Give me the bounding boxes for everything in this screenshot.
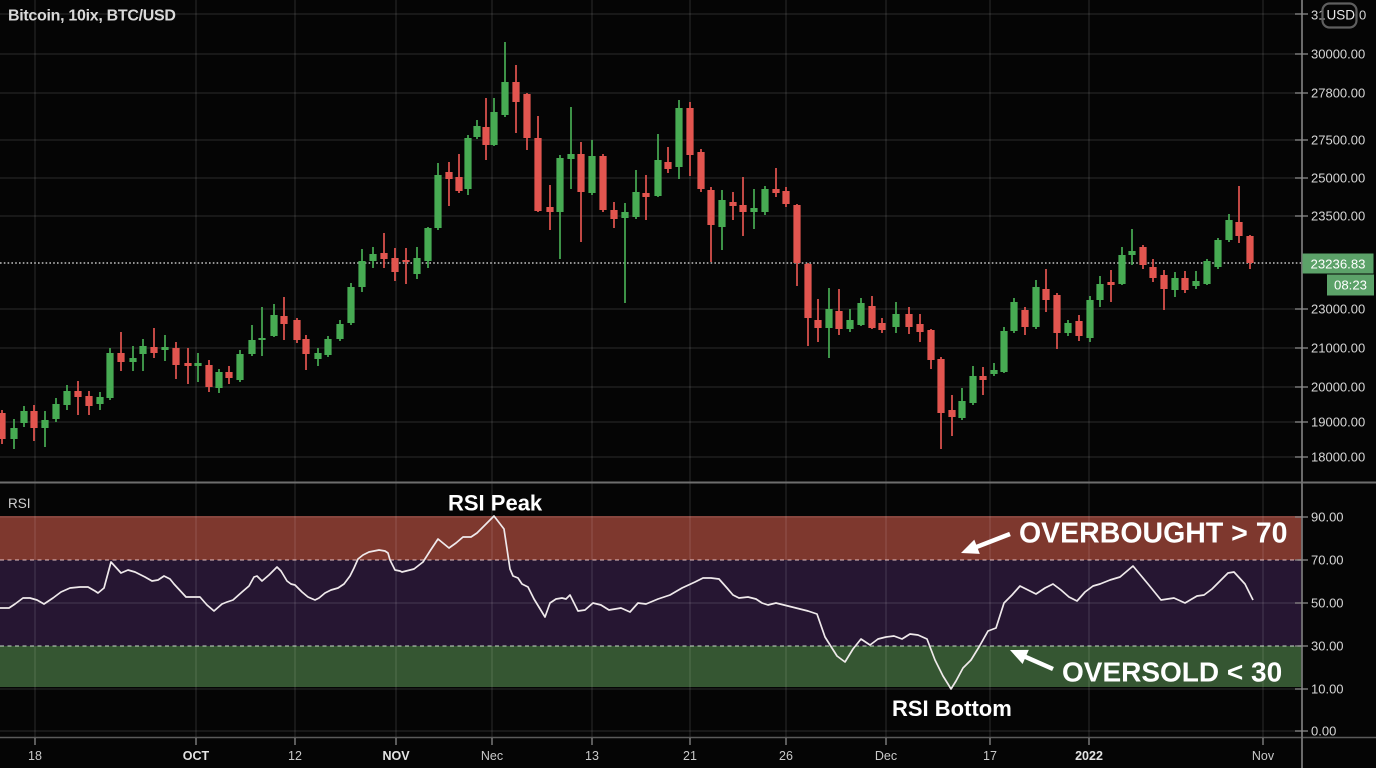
svg-text:RSI: RSI bbox=[8, 496, 31, 511]
svg-text:70.00: 70.00 bbox=[1311, 553, 1344, 568]
svg-text:0.00: 0.00 bbox=[1311, 724, 1336, 739]
svg-text:OVERSOLD < 30: OVERSOLD < 30 bbox=[1062, 657, 1282, 688]
svg-text:13: 13 bbox=[585, 749, 599, 763]
svg-text:18000.00: 18000.00 bbox=[1311, 450, 1365, 465]
svg-text:23236.83: 23236.83 bbox=[1310, 257, 1365, 272]
svg-text:21000.00: 21000.00 bbox=[1311, 341, 1365, 356]
svg-text:18: 18 bbox=[28, 749, 42, 763]
svg-text:17: 17 bbox=[983, 749, 997, 763]
svg-text:30000.00: 30000.00 bbox=[1311, 47, 1365, 62]
svg-text:Nov: Nov bbox=[1252, 749, 1275, 763]
svg-text:OCT: OCT bbox=[183, 749, 210, 763]
svg-text:RSI Bottom: RSI Bottom bbox=[892, 696, 1012, 721]
svg-text:27800.00: 27800.00 bbox=[1311, 86, 1365, 101]
svg-text:Bitcoin, 10ix, BTC/USD: Bitcoin, 10ix, BTC/USD bbox=[8, 8, 176, 25]
svg-text:23500.00: 23500.00 bbox=[1311, 209, 1365, 224]
svg-text:Nec: Nec bbox=[481, 749, 503, 763]
svg-text:OVERBOUGHT > 70: OVERBOUGHT > 70 bbox=[1019, 518, 1287, 550]
svg-text:26: 26 bbox=[779, 749, 793, 763]
svg-text:RSI Peak: RSI Peak bbox=[448, 491, 543, 516]
svg-text:12: 12 bbox=[288, 749, 302, 763]
svg-text:23000.00: 23000.00 bbox=[1311, 302, 1365, 317]
svg-text:2022: 2022 bbox=[1075, 749, 1103, 763]
svg-text:50.00: 50.00 bbox=[1311, 596, 1344, 611]
svg-text:21: 21 bbox=[683, 749, 697, 763]
svg-text:USD: USD bbox=[1327, 8, 1356, 23]
svg-text:08:23: 08:23 bbox=[1334, 278, 1367, 293]
svg-text:90.00: 90.00 bbox=[1311, 510, 1344, 525]
svg-text:19000.00: 19000.00 bbox=[1311, 415, 1365, 430]
svg-text:30.00: 30.00 bbox=[1311, 639, 1344, 654]
svg-text:27500.00: 27500.00 bbox=[1311, 133, 1365, 148]
svg-text:25000.00: 25000.00 bbox=[1311, 171, 1365, 186]
svg-text:0: 0 bbox=[1359, 8, 1366, 23]
svg-text:10.00: 10.00 bbox=[1311, 682, 1344, 697]
svg-text:20000.00: 20000.00 bbox=[1311, 380, 1365, 395]
svg-text:NOV: NOV bbox=[382, 749, 410, 763]
svg-text:Dec: Dec bbox=[875, 749, 897, 763]
